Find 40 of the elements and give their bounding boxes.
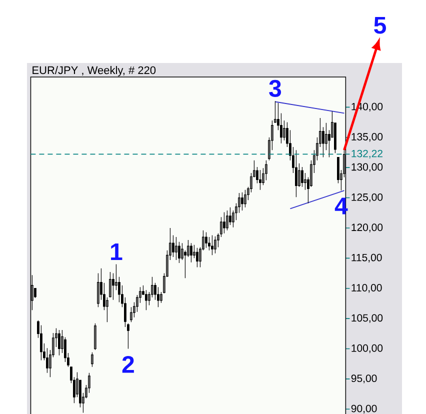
y-tick-label: 100,00	[352, 344, 383, 354]
y-tick-label: 90,00	[351, 404, 377, 414]
candlestick	[214, 236, 216, 254]
candlestick	[205, 232, 208, 248]
candlestick	[223, 212, 226, 234]
candlestick	[145, 290, 148, 310]
y-tick-label: 120,00	[352, 224, 383, 232]
annotation: 1	[111, 243, 122, 260]
candlestick	[97, 272, 100, 308]
chart-title: EUR/JPY , Weekly, # 220	[32, 66, 156, 76]
candlestick	[226, 210, 228, 231]
annotation: 3	[269, 80, 282, 97]
candlestick	[130, 306, 132, 322]
y-tick-label: 130,00	[352, 163, 383, 172]
candlestick	[265, 160, 268, 181]
y-tick-label: 125,00	[352, 193, 383, 202]
candlestick	[244, 190, 246, 208]
y-tick-label: 110,00	[352, 284, 382, 293]
y-tick-label: 115,00	[352, 254, 382, 263]
candlestick	[196, 248, 198, 268]
candlestick	[91, 352, 94, 368]
annotation: 2	[122, 356, 134, 373]
candlestick	[94, 323, 96, 350]
y-tick-label: 105,00	[352, 314, 383, 323]
y-tick-label: 95,00	[351, 374, 377, 384]
candlestick	[301, 166, 304, 188]
candlestick	[190, 242, 192, 263]
candlestick	[157, 286, 160, 308]
y-tick-label: 135,00	[352, 133, 383, 142]
candlestick	[211, 234, 214, 256]
candlestick	[58, 330, 60, 356]
candlestick	[259, 170, 262, 190]
text: 5	[374, 17, 386, 34]
candlestick	[175, 236, 178, 260]
candlestick	[295, 150, 298, 198]
candlestick	[109, 272, 112, 298]
ref-line-label: 132,22	[352, 150, 382, 159]
candlestick	[46, 348, 48, 374]
candlestick	[40, 324, 42, 361]
candlestick	[241, 192, 244, 211]
